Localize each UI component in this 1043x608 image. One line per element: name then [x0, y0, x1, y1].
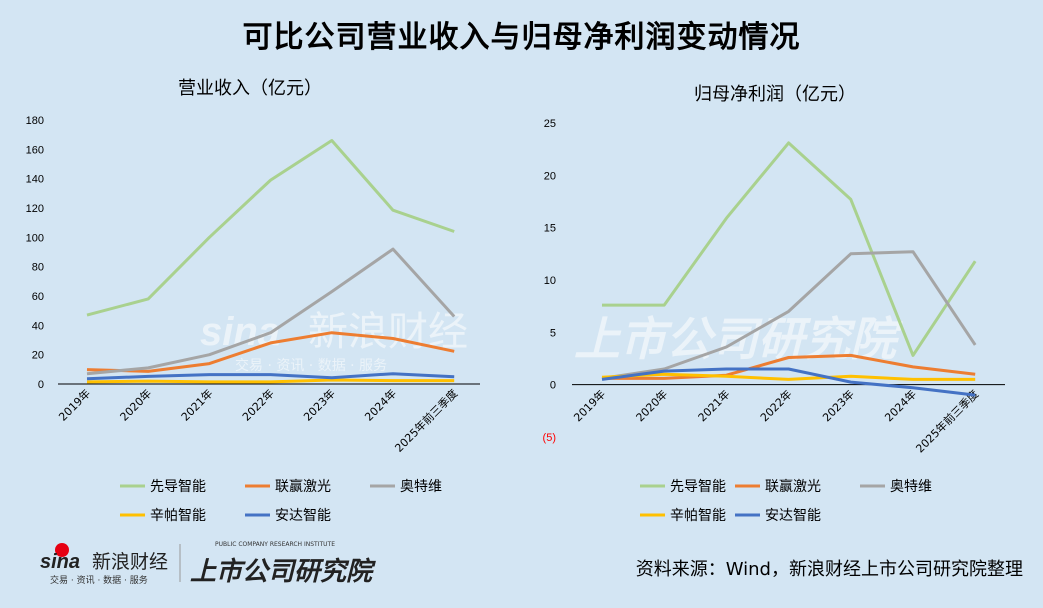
- svg-text:PUBLIC COMPANY RESEARCH INSTIT: PUBLIC COMPANY RESEARCH INSTITUTE: [215, 541, 335, 548]
- x-tick-label: 2020年: [633, 387, 670, 424]
- y-tick-label: (5): [543, 432, 556, 444]
- legend-label: 辛帕智能: [670, 508, 726, 524]
- legend-label: 安达智能: [765, 508, 821, 524]
- chart-2: 归母净利润（亿元） (5) 0 5 10 15 20 25 2019年 2020年 2021年 202…: [543, 84, 1005, 524]
- legend-label: 奥特维: [890, 478, 932, 495]
- watermark: sina 新浪财经 交易 · 资讯 · 数据 · 服务 上市公司研究院: [200, 309, 903, 374]
- svg-text:上市公司研究院: 上市公司研究院: [190, 557, 376, 586]
- y-tick-label: 160: [26, 144, 44, 156]
- x-tick-label: 2021年: [695, 387, 732, 424]
- x-tick-label: 2025年前三季度: [913, 387, 982, 456]
- y-tick-label: 60: [32, 291, 44, 303]
- x-tick-label: 2019年: [571, 387, 608, 424]
- legend-label: 先导智能: [150, 479, 206, 495]
- y-tick-label: 20: [32, 350, 44, 362]
- series-line-先导智能: [86, 139, 455, 317]
- watermark-tagline: 交易 · 资讯 · 数据 · 服务: [235, 357, 387, 374]
- chart-title: 营业收入（亿元）: [178, 78, 322, 99]
- legend-label: 联赢激光: [765, 478, 821, 495]
- chart-1: 营业收入（亿元） 0 20 40 60 80 100 120 140 160 180 2019年 202…: [26, 78, 480, 524]
- x-tick-label: 2024年: [882, 387, 919, 424]
- legend-label: 联赢激光: [275, 478, 331, 495]
- sina-eye-icon: [55, 543, 69, 557]
- legend-label: 安达智能: [275, 508, 331, 524]
- y-tick-label: 0: [550, 380, 556, 392]
- y-tick-label: 40: [32, 320, 44, 332]
- y-tick-label: 20: [544, 170, 556, 182]
- y-tick-label: 0: [38, 379, 44, 391]
- chart-title: 归母净利润（亿元）: [694, 84, 856, 105]
- y-tick-label: 10: [544, 275, 556, 287]
- svg-text:新浪财经: 新浪财经: [92, 551, 168, 573]
- legend-label: 奥特维: [400, 478, 442, 495]
- x-tick-label: 2023年: [300, 386, 337, 423]
- series-line-辛帕智能: [86, 378, 455, 384]
- y-tick-label: 120: [26, 203, 44, 215]
- x-tick-label: 2024年: [362, 386, 399, 423]
- x-tick-label: 2021年: [178, 386, 215, 423]
- sina-logo: sina 新浪财经 交易 · 资讯 · 数据 · 服务 PUBLIC COMPA…: [40, 538, 380, 586]
- y-tick-label: 80: [32, 262, 44, 274]
- x-tick-label: 2023年: [819, 387, 856, 424]
- svg-text:交易 · 资讯 · 数据 · 服务: 交易 · 资讯 · 数据 · 服务: [50, 574, 148, 586]
- series-line-安达智能: [86, 372, 455, 381]
- x-tick-label: 2020年: [117, 386, 154, 423]
- y-tick-label: 180: [26, 115, 44, 127]
- legend-label: 先导智能: [670, 479, 726, 495]
- y-tick-label: 15: [544, 223, 556, 235]
- y-tick-label: 25: [544, 118, 556, 130]
- source-note: 资料来源：Wind，新浪财经上市公司研究院整理: [635, 559, 1023, 580]
- page-title: 可比公司营业收入与归母净利润变动情况: [242, 20, 801, 55]
- x-tick-label: 2022年: [757, 387, 794, 424]
- y-tick-label: 5: [550, 327, 556, 339]
- x-tick-label: 2022年: [239, 386, 276, 423]
- y-tick-label: 140: [26, 174, 44, 186]
- x-tick-label: 2025年前三季度: [392, 386, 461, 455]
- legend-label: 辛帕智能: [150, 508, 206, 524]
- watermark-sina: sina: [200, 310, 280, 354]
- svg-text:sina: sina: [40, 551, 80, 573]
- x-tick-label: 2019年: [56, 386, 93, 423]
- y-tick-label: 100: [26, 232, 44, 244]
